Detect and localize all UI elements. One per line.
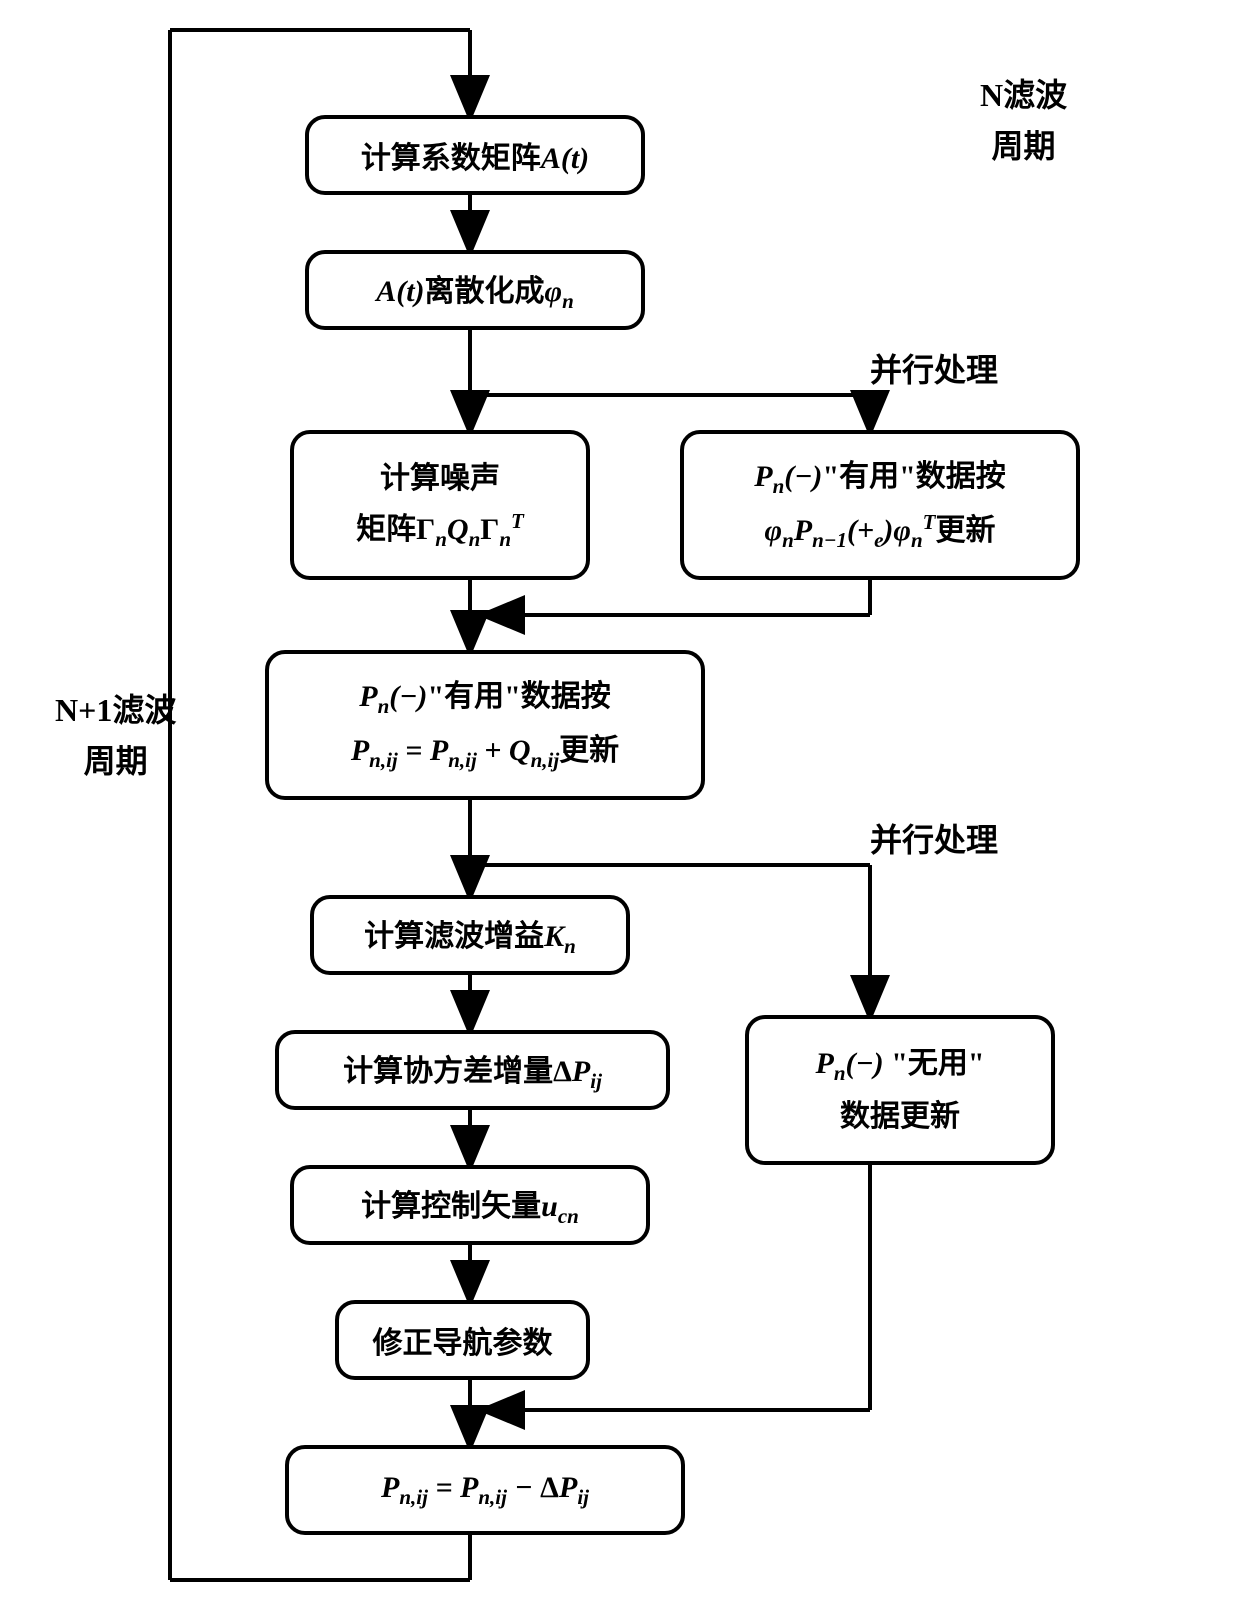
label-parallel-1: 并行处理 bbox=[870, 345, 998, 396]
node-compute-cov-increment: 计算协方差增量ΔPij bbox=[275, 1030, 670, 1110]
node-compute-coeff-matrix: 计算系数矩阵A(t) bbox=[305, 115, 645, 195]
flowchart-canvas: N滤波 周期 并行处理 并行处理 N+1滤波 周期 计算系数矩阵A(t) A(t… bbox=[0, 0, 1240, 1624]
node-update-useless: Pn(−) "无用" 数据更新 bbox=[745, 1015, 1055, 1165]
label-n1-filter-cycle: N+1滤波 周期 bbox=[55, 685, 176, 787]
label-parallel-2: 并行处理 bbox=[870, 815, 998, 866]
edges-layer bbox=[0, 0, 1240, 1624]
label-n-filter-cycle: N滤波 周期 bbox=[980, 70, 1067, 172]
node-compute-filter-gain: 计算滤波增益Kn bbox=[310, 895, 630, 975]
node-compute-control-vector: 计算控制矢量ucn bbox=[290, 1165, 650, 1245]
node-update-p-delta: Pn,ij = Pn,ij − ΔPij bbox=[285, 1445, 685, 1535]
node-update-useful-phi: Pn(−)"有用"数据按 φnPn−1(+e)φnT更新 bbox=[680, 430, 1080, 580]
node-update-useful-q: Pn(−)"有用"数据按 Pn,ij = Pn,ij + Qn,ij更新 bbox=[265, 650, 705, 800]
node-correct-nav-params: 修正导航参数 bbox=[335, 1300, 590, 1380]
node-compute-noise-matrix: 计算噪声 矩阵ΓnQnΓnT bbox=[290, 430, 590, 580]
node-discretize: A(t)离散化成φn bbox=[305, 250, 645, 330]
